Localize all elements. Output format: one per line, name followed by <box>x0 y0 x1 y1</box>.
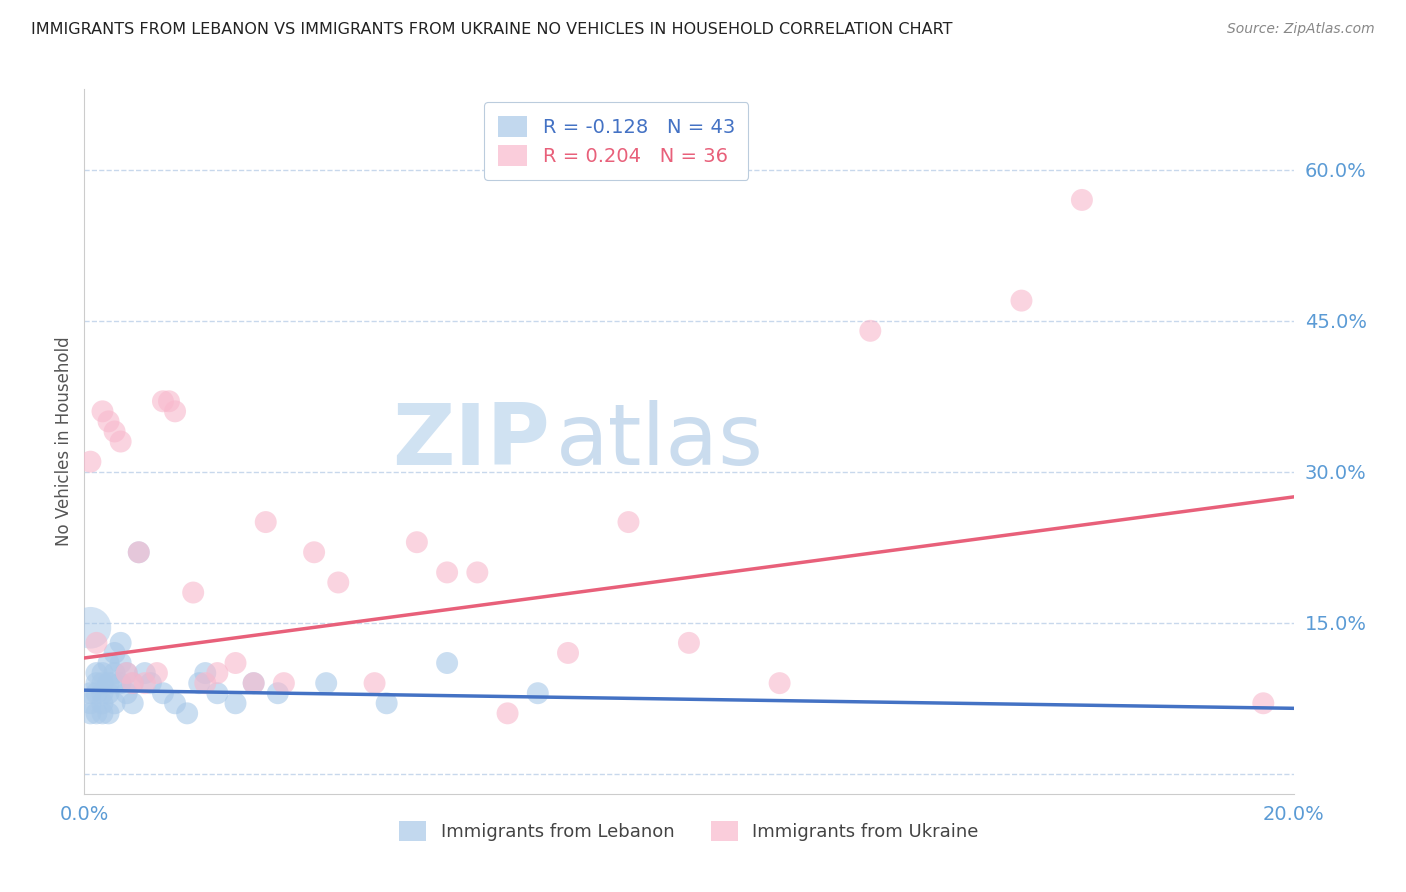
Point <box>134 676 156 690</box>
Point <box>121 676 143 690</box>
Point <box>97 676 120 690</box>
Point <box>436 566 458 580</box>
Y-axis label: No Vehicles in Household: No Vehicles in Household <box>55 336 73 547</box>
Point <box>315 676 337 690</box>
Point <box>86 636 108 650</box>
Point <box>115 666 138 681</box>
Point <box>678 636 700 650</box>
Point <box>91 696 114 710</box>
Point <box>121 696 143 710</box>
Point <box>181 585 204 599</box>
Point <box>436 656 458 670</box>
Point <box>79 621 101 635</box>
Point <box>146 666 169 681</box>
Point <box>115 686 138 700</box>
Legend: Immigrants from Lebanon, Immigrants from Ukraine: Immigrants from Lebanon, Immigrants from… <box>392 814 986 848</box>
Point <box>527 686 550 700</box>
Point <box>91 706 114 721</box>
Point <box>104 676 127 690</box>
Point <box>115 666 138 681</box>
Point <box>496 706 519 721</box>
Point <box>467 566 489 580</box>
Point <box>139 676 162 690</box>
Point <box>194 666 217 681</box>
Point <box>254 515 277 529</box>
Point <box>97 686 120 700</box>
Point <box>104 646 127 660</box>
Point <box>97 656 120 670</box>
Point <box>176 706 198 721</box>
Point <box>121 676 143 690</box>
Point <box>557 646 579 660</box>
Point <box>188 676 211 690</box>
Point <box>128 545 150 559</box>
Point <box>91 676 114 690</box>
Point <box>110 676 132 690</box>
Point <box>617 515 640 529</box>
Point <box>86 706 108 721</box>
Point <box>91 666 114 681</box>
Point <box>86 676 108 690</box>
Point <box>242 676 264 690</box>
Point <box>79 455 101 469</box>
Point <box>104 696 127 710</box>
Point <box>91 686 114 700</box>
Point <box>1253 696 1275 710</box>
Point <box>225 696 247 710</box>
Point <box>328 575 350 590</box>
Point <box>302 545 325 559</box>
Point <box>375 696 398 710</box>
Point <box>406 535 429 549</box>
Point <box>110 434 132 449</box>
Point <box>91 404 114 418</box>
Point <box>134 666 156 681</box>
Point <box>165 696 187 710</box>
Point <box>97 706 120 721</box>
Point <box>859 324 882 338</box>
Point <box>128 545 150 559</box>
Point <box>152 686 174 700</box>
Point <box>79 706 101 721</box>
Point <box>769 676 792 690</box>
Point <box>267 686 290 700</box>
Text: Source: ZipAtlas.com: Source: ZipAtlas.com <box>1227 22 1375 37</box>
Point <box>104 425 127 439</box>
Point <box>157 394 180 409</box>
Point <box>152 394 174 409</box>
Point <box>207 686 229 700</box>
Text: IMMIGRANTS FROM LEBANON VS IMMIGRANTS FROM UKRAINE NO VEHICLES IN HOUSEHOLD CORR: IMMIGRANTS FROM LEBANON VS IMMIGRANTS FR… <box>31 22 952 37</box>
Point <box>1011 293 1033 308</box>
Point <box>363 676 385 690</box>
Point <box>79 686 101 700</box>
Point <box>97 414 120 428</box>
Point <box>165 404 187 418</box>
Point <box>194 676 217 690</box>
Point <box>86 666 108 681</box>
Point <box>273 676 295 690</box>
Point <box>79 696 101 710</box>
Text: atlas: atlas <box>555 400 763 483</box>
Point <box>207 666 229 681</box>
Point <box>225 656 247 670</box>
Point <box>86 686 108 700</box>
Point <box>1071 193 1094 207</box>
Point <box>104 666 127 681</box>
Text: ZIP: ZIP <box>392 400 550 483</box>
Point <box>110 656 132 670</box>
Point <box>242 676 264 690</box>
Point <box>110 636 132 650</box>
